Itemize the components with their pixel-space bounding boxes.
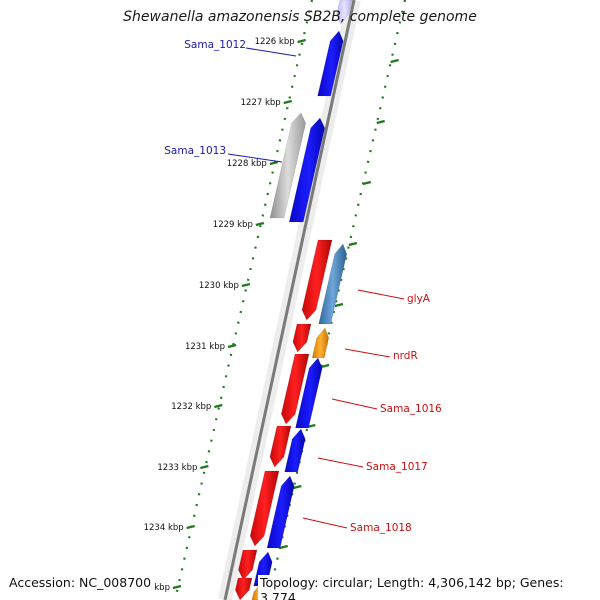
ruler-tick (228, 345, 236, 347)
gene-nrdr[interactable] (312, 328, 329, 358)
ruler-tick-label: 1230 kbp (199, 281, 239, 291)
ruler-tick (391, 60, 399, 62)
ruler-tick (256, 223, 264, 225)
ruler-tick-label: 1226 kbp (255, 37, 295, 47)
ruler-tick-label: 1228 kbp (227, 159, 267, 169)
ruler-tick (270, 162, 278, 164)
map-title: Shewanella amazonensis SB2B, complete ge… (0, 9, 600, 25)
gene-label-sama-1013[interactable]: Sama_1013 (164, 145, 226, 157)
genome-map: 1226 kbp 1227 kbp 1228 kbp 1229 kbp 1230 kbp… (0, 0, 600, 600)
ruler-tick (298, 40, 306, 42)
ruler-tick (335, 304, 343, 306)
gene-feature[interactable] (235, 578, 252, 600)
ruler-tick-label: 1229 kbp (213, 220, 253, 230)
ruler-tick (214, 405, 222, 407)
gene-label-sama-1016[interactable]: Sama_1016 (380, 403, 442, 415)
gene-label-sama-1012[interactable]: Sama_1012 (184, 39, 246, 51)
ruler-tick (280, 546, 288, 548)
ruler-tick (173, 586, 181, 588)
ruler-tick (293, 486, 301, 488)
gene-label-glya[interactable]: glyA (407, 293, 431, 305)
ruler-tick (242, 284, 250, 286)
ruler-tick (349, 243, 357, 245)
ruler-tick (187, 526, 195, 528)
ruler-tick-label: 1231 kbp (185, 342, 225, 352)
gene-label-leader (345, 349, 390, 357)
topology-summary: Topology: circular; Length: 4,306,142 bp… (258, 575, 600, 600)
gene-label-leader (358, 290, 404, 299)
genome-map-viewport: 1226 kbp 1227 kbp 1228 kbp 1229 kbp 1230 kbp… (0, 0, 600, 600)
gene-label-leader (332, 399, 377, 409)
ruler-tick (200, 466, 208, 468)
gene-label-leader (303, 518, 347, 528)
ruler-tick-label: 1234 kbp (144, 523, 184, 533)
ruler-tick (377, 121, 385, 123)
gene-label-sama-1017[interactable]: Sama_1017 (366, 461, 428, 473)
gene-label-nrdr[interactable]: nrdR (393, 350, 418, 362)
gene-label-sama-1018[interactable]: Sama_1018 (350, 522, 412, 534)
ruler-tick-label: 1233 kbp (157, 463, 197, 473)
accession-text: Accession: NC_008700 (7, 575, 153, 590)
ruler-tick (284, 101, 292, 103)
gene-label-leader (318, 458, 363, 467)
gene-label-leader (246, 48, 296, 56)
ruler-tick-label: 1227 kbp (241, 98, 281, 108)
ruler-tick-label: 1232 kbp (171, 402, 211, 412)
ruler-tick (363, 182, 371, 184)
gene-feature[interactable] (293, 324, 311, 352)
